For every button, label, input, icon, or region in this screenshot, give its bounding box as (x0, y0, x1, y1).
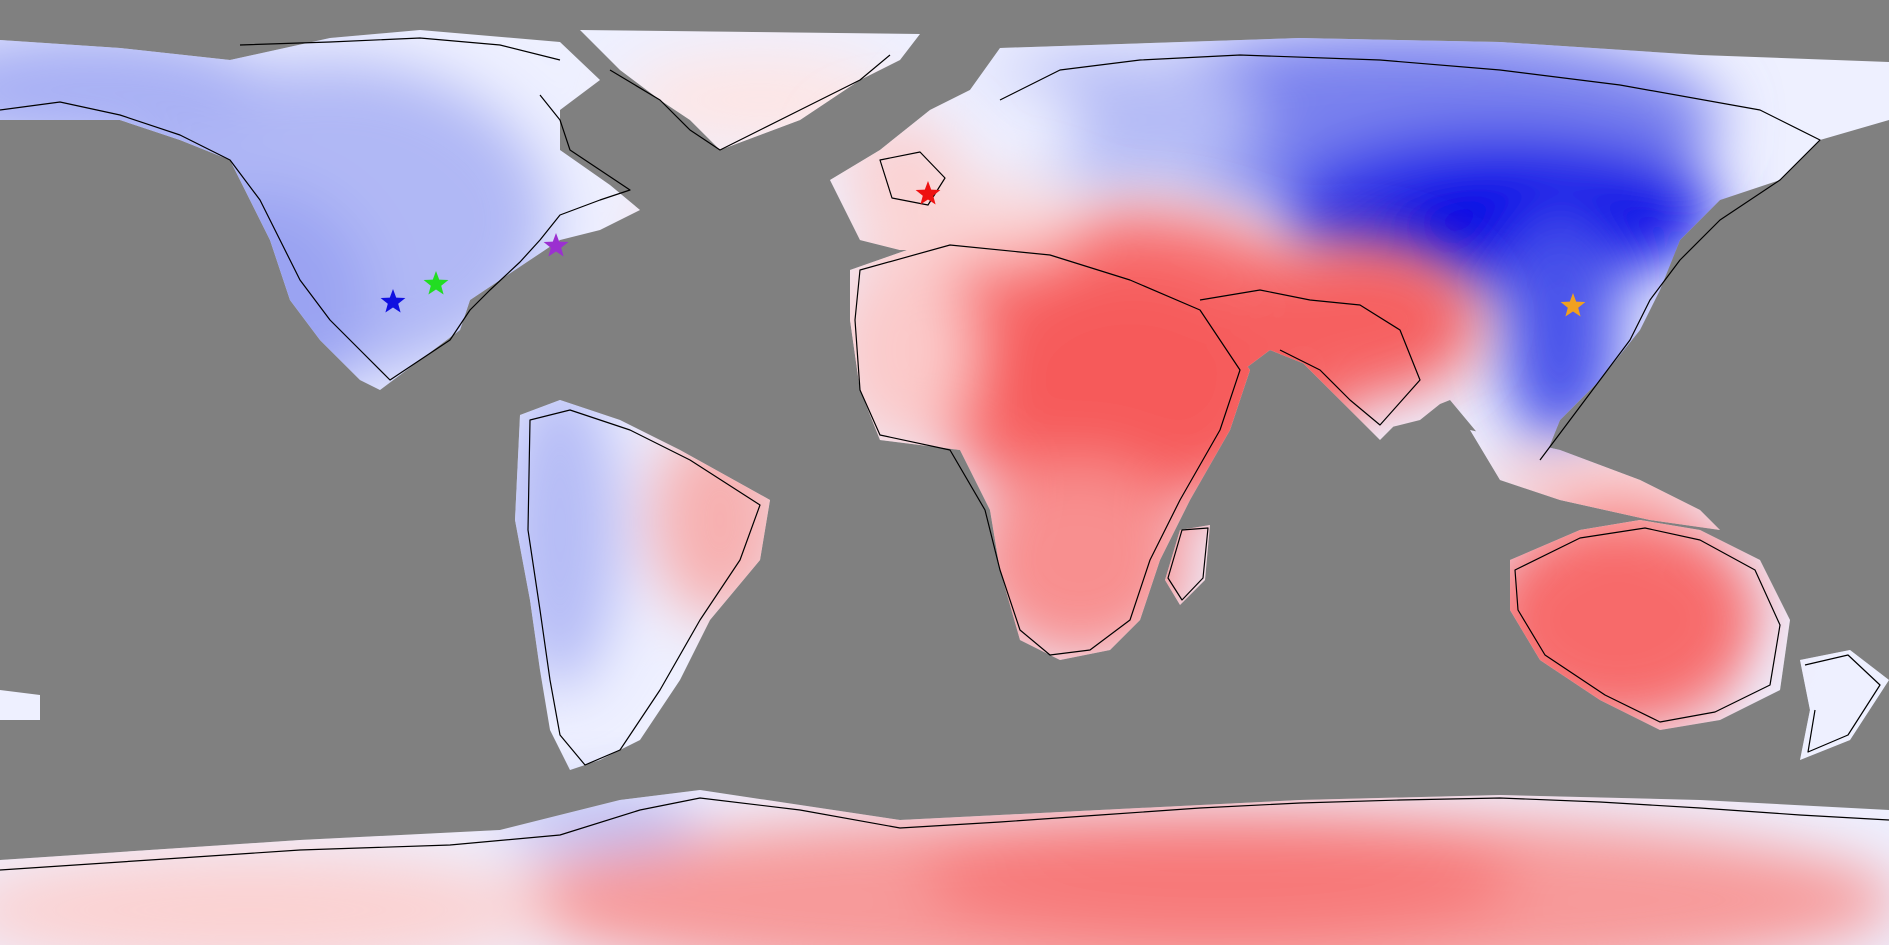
coastlines (0, 37, 1889, 871)
marker-blue-star-star-icon (380, 289, 406, 313)
marker-purple-star-star-icon (543, 233, 569, 257)
marker-orange-star-star-icon (1560, 293, 1586, 317)
marker-green-star-star-icon (423, 271, 449, 295)
marker-red-star-star-icon (915, 181, 941, 205)
markers (380, 181, 1586, 317)
